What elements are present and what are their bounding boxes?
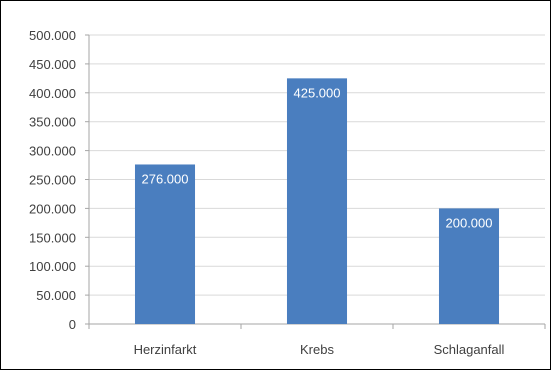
y-tick-label: 150.000 <box>29 230 76 245</box>
y-tick-label: 400.000 <box>29 86 76 101</box>
data-label: 200.000 <box>446 215 493 230</box>
data-label: 425.000 <box>294 85 341 100</box>
y-tick-label: 350.000 <box>29 115 76 130</box>
y-tick-label: 0 <box>69 317 76 332</box>
y-tick-label: 50.000 <box>36 288 76 303</box>
data-label: 276.000 <box>142 171 189 186</box>
y-tick-label: 500.000 <box>29 28 76 43</box>
bar-krebs[interactable] <box>286 78 348 324</box>
y-tick-label: 300.000 <box>29 144 76 159</box>
y-tick-label: 200.000 <box>29 201 76 216</box>
x-tick-label: Herzinfarkt <box>134 342 197 357</box>
y-tick-label: 450.000 <box>29 57 76 72</box>
y-tick-label: 100.000 <box>29 259 76 274</box>
x-tick-label: Krebs <box>300 342 334 357</box>
y-tick-label: 250.000 <box>29 173 76 188</box>
bar-schlaganfall[interactable] <box>438 208 500 324</box>
x-tick-label: Schlaganfall <box>434 342 505 357</box>
bar-herzinfarkt[interactable] <box>134 164 196 324</box>
